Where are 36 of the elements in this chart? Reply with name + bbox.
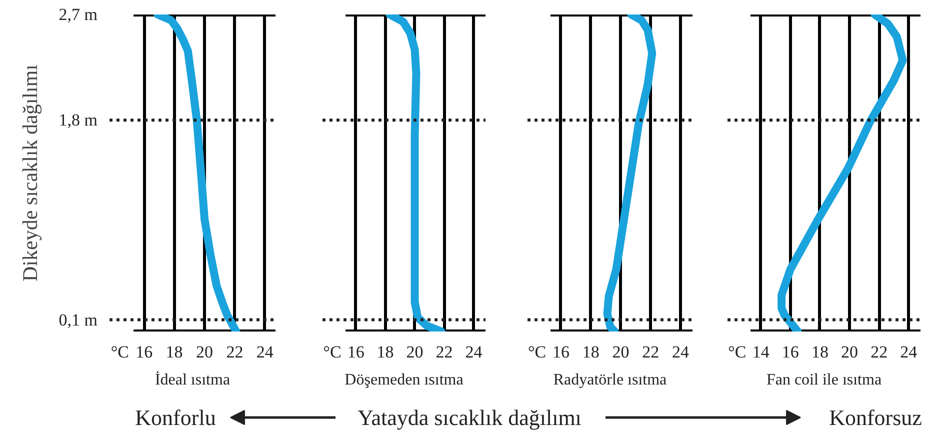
x-tick-label: 18 [582, 342, 600, 362]
x-tick-label: 24 [256, 342, 274, 362]
x-axis-title: °C [728, 342, 746, 362]
x-tick-label: 24 [465, 342, 483, 362]
y-tick-label: 0,1 m [58, 310, 98, 330]
x-tick-label: 18 [811, 342, 828, 362]
x-tick-label: 16 [347, 342, 364, 362]
x-tick-label: 16 [782, 342, 799, 362]
x-tick-label: 14 [752, 342, 770, 362]
x-tick-label: 22 [436, 342, 453, 362]
x-axis-title: °C [323, 342, 342, 362]
x-tick-label: 22 [642, 342, 660, 362]
y-tick-label: 2,7 m [58, 5, 98, 24]
x-tick-label: 24 [900, 342, 918, 362]
y-axis-title: Dikeyde sıcaklık dağılımı [18, 64, 42, 282]
x-tick-label: 20 [196, 342, 213, 362]
x-tick-label: 18 [376, 342, 394, 362]
text: İdeal ısıtma [154, 370, 230, 388]
text: Fan coil ile ısıtma [766, 372, 882, 388]
text: Döşemeden ısıtma [344, 372, 464, 388]
text: Konforlu [135, 405, 216, 430]
x-tick-label: 20 [612, 342, 630, 362]
x-axis-title: °C [110, 342, 129, 362]
x-tick-label: 22 [870, 342, 888, 362]
text: Konforsuz [829, 405, 922, 430]
x-tick-label: 16 [136, 342, 153, 362]
text: Yatayda sıcaklık dağılımı [358, 405, 582, 430]
x-tick-label: 18 [166, 342, 183, 362]
x-tick-label: 20 [841, 342, 858, 362]
x-tick-label: 24 [672, 342, 690, 362]
x-tick-label: 22 [226, 342, 244, 362]
y-tick-label: 1,8 m [58, 110, 98, 130]
x-tick-label: 16 [552, 342, 570, 362]
x-axis-title: °C [528, 342, 546, 362]
text: Radyatörle ısıtma [553, 372, 667, 388]
x-tick-label: 20 [406, 342, 424, 362]
